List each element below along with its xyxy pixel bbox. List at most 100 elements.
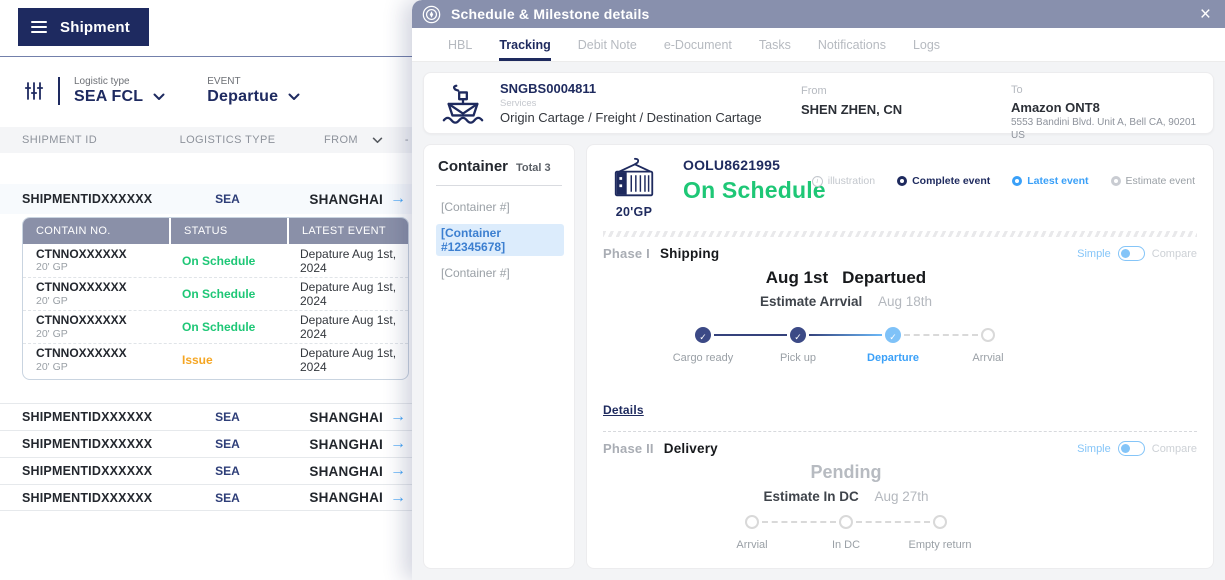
- modal-tabs: HBL Tracking Debit Note e-Document Tasks…: [412, 28, 1225, 62]
- shipment-summary: SNGBS0004811 Services Origin Cartage / F…: [500, 81, 762, 126]
- legend-complete-event: Complete event: [897, 175, 990, 187]
- shipment-row[interactable]: SHIPMENTIDXXXXXX SEA SHANGHAI →: [0, 484, 412, 511]
- shipment-row[interactable]: SHIPMENTIDXXXXXX SEA SHANGHAI →: [0, 430, 412, 457]
- timeline-segment: [762, 521, 836, 523]
- container-row[interactable]: CTNNOXXXXXX 20' GP On Schedule Depature A…: [23, 310, 408, 343]
- ship-icon: [442, 84, 484, 124]
- phase2-view-toggle: Simple Compare: [1077, 441, 1197, 456]
- chevron-down-icon[interactable]: [372, 137, 383, 144]
- modal-title: Schedule & Milestone details: [451, 6, 650, 22]
- milestone-dot: ✓: [695, 327, 711, 343]
- simple-compare-toggle[interactable]: [1117, 246, 1145, 261]
- tab-debit-note[interactable]: Debit Note: [577, 38, 637, 52]
- tab-tasks[interactable]: Tasks: [758, 38, 791, 52]
- modal-header: Schedule & Milestone details ×: [412, 0, 1225, 28]
- container-row[interactable]: CTNNOXXXXXX 20' GP On Schedule Depature A…: [23, 244, 408, 277]
- container-row[interactable]: CTNNOXXXXXX 20' GP Issue Depature Aug 1st…: [23, 343, 408, 376]
- phase1-view-toggle: Simple Compare: [1077, 246, 1197, 261]
- from-port: SHANGHAI: [309, 191, 383, 207]
- latest-event: Depature Aug 1st, 2024: [300, 313, 397, 341]
- container-row[interactable]: CTNNOXXXXXX 20' GP On Schedule Depature A…: [23, 277, 408, 310]
- simple-compare-toggle[interactable]: [1117, 441, 1145, 456]
- open-detail-arrow-icon[interactable]: →: [390, 488, 406, 506]
- phase1-header: Phase I Shipping Simple Compare: [603, 246, 1197, 261]
- legend-latest-event: Latest event: [1012, 175, 1089, 187]
- container-total: Total 3: [516, 162, 551, 174]
- milestone-label: Empty return: [908, 539, 972, 551]
- milestone-dot: ✓: [981, 328, 995, 342]
- event-dropdown[interactable]: Departue: [207, 88, 300, 106]
- hamburger-menu-icon[interactable]: [31, 21, 47, 33]
- app-bar: Shipment: [18, 8, 149, 46]
- filter-sliders-icon[interactable]: [24, 81, 44, 101]
- col-shipment-id: SHIPMENT ID: [22, 134, 98, 146]
- latest-event: Depature Aug 1st, 2024: [300, 246, 397, 275]
- phase2-headline: Pending: [810, 462, 882, 482]
- legend-label: Estimate event: [1125, 175, 1195, 187]
- milestone-dot: ✓: [790, 327, 806, 343]
- tab-logs[interactable]: Logs: [912, 38, 941, 52]
- container-list-item[interactable]: [Container #]: [441, 266, 510, 280]
- latest-event: Depature Aug 1st, 2024: [300, 346, 397, 374]
- container-list-item[interactable]: [Container #12345678]: [436, 224, 564, 256]
- tab-hbl[interactable]: HBL: [448, 38, 473, 52]
- container-number: OOLU8621995: [683, 157, 781, 173]
- headline-event: Departued: [842, 268, 927, 287]
- legend-label: Complete event: [912, 175, 991, 187]
- container-no: CTNNOXXXXXX: [36, 246, 127, 261]
- container-size: 20' GP: [36, 261, 68, 274]
- open-detail-arrow-icon[interactable]: →: [390, 435, 406, 452]
- estimate-value: Aug 27th: [874, 489, 929, 504]
- filter-bar: Logistic type SEA FCL EVENT Departue: [24, 70, 300, 112]
- compass-icon: [422, 5, 441, 23]
- open-detail-arrow-icon[interactable]: →: [390, 462, 406, 479]
- info-icon: i: [811, 175, 823, 187]
- close-icon[interactable]: ×: [1199, 3, 1211, 25]
- logistic-type-dropdown[interactable]: SEA FCL: [74, 88, 165, 106]
- shipment-info-card: SNGBS0004811 Services Origin Cartage / F…: [423, 72, 1214, 141]
- compare-label: Compare: [1151, 442, 1197, 455]
- schedule-milestone-modal: Schedule & Milestone details × HBL Track…: [412, 0, 1225, 580]
- estimate-label: Estimate Arrvial: [759, 294, 863, 309]
- event-filter: EVENT Departue: [207, 76, 300, 106]
- milestone-dot: ✓: [839, 515, 853, 529]
- status-badge: On Schedule: [182, 287, 256, 301]
- timeline-segment: [809, 334, 882, 336]
- headline-date: Aug 1st: [765, 268, 829, 287]
- container-list-panel: Container Total 3 [Container #] [Contain…: [423, 144, 575, 569]
- shipment-row-expanded[interactable]: SHIPMENTIDXXXXXX SEA SHANGHAI →: [0, 184, 412, 214]
- container-no: CTNNOXXXXXX: [36, 346, 127, 361]
- col-latest-event: LATEST EVENT: [287, 218, 408, 244]
- legend-label: Latest event: [1027, 175, 1089, 187]
- divider: [0, 56, 412, 57]
- milestone-label: In DC: [831, 539, 861, 551]
- logistics-type: SEA: [215, 490, 240, 505]
- simple-label: Simple: [1077, 442, 1111, 455]
- container-list-item[interactable]: [Container #]: [441, 200, 510, 214]
- logistic-type-label: Logistic type: [74, 76, 130, 87]
- phase1-name: Shipping: [659, 246, 720, 261]
- open-detail-arrow-icon[interactable]: →: [390, 190, 406, 207]
- to-block: To Amazon ONT8 5553 Bandini Blvd. Unit A…: [1011, 84, 1201, 142]
- phase2-name: Delivery: [663, 441, 718, 456]
- phase1-estimate: Estimate Arrvial Aug 18th: [603, 294, 1089, 309]
- shipment-id: SHIPMENTIDXXXXXX: [22, 410, 153, 424]
- details-link[interactable]: Details: [603, 403, 644, 417]
- tab-notifications[interactable]: Notifications: [817, 38, 886, 52]
- tab-e-document[interactable]: e-Document: [663, 38, 732, 52]
- milestone-label: Pick up: [779, 352, 817, 364]
- shipment-row[interactable]: SHIPMENTIDXXXXXX SEA SHANGHAI →: [0, 457, 412, 484]
- latest-event-dot: [1012, 176, 1023, 186]
- container-subtable: CONTAIN NO. STATUS LATEST EVENT CTNNOXXX…: [22, 217, 409, 380]
- open-detail-arrow-icon[interactable]: →: [390, 408, 406, 425]
- container-subtable-header: CONTAIN NO. STATUS LATEST EVENT: [23, 218, 408, 244]
- milestone-label: Cargo ready: [672, 352, 734, 364]
- app-title: Shipment: [60, 18, 130, 36]
- event-label: EVENT: [207, 76, 241, 87]
- logistics-type: SEA: [215, 410, 240, 424]
- tab-tracking[interactable]: Tracking: [499, 38, 551, 61]
- phase2-timeline: ✓ ✓ ✓ Arrvial In DC Empty return: [656, 514, 1036, 552]
- shipment-row[interactable]: SHIPMENTIDXXXXXX SEA SHANGHAI →: [0, 403, 412, 430]
- status-badge: Issue: [182, 353, 213, 367]
